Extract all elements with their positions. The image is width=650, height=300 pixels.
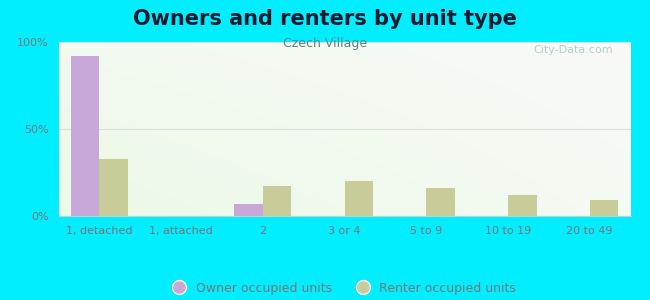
Bar <box>508 195 536 216</box>
Bar <box>99 159 128 216</box>
Text: City-Data.com: City-Data.com <box>534 46 614 56</box>
Legend: Owner occupied units, Renter occupied units: Owner occupied units, Renter occupied un… <box>168 277 521 300</box>
Text: Czech Village: Czech Village <box>283 38 367 50</box>
Text: Owners and renters by unit type: Owners and renters by unit type <box>133 9 517 29</box>
Bar <box>71 56 99 216</box>
Bar <box>234 204 263 216</box>
Bar <box>263 186 291 216</box>
Bar <box>590 200 618 216</box>
Bar <box>344 181 373 216</box>
Bar <box>426 188 455 216</box>
